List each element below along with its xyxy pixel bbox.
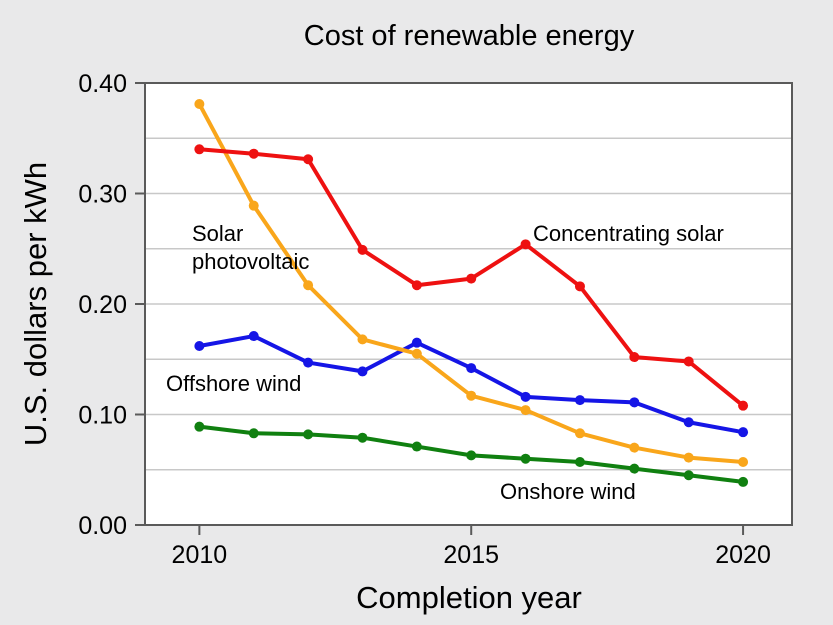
- series-solar-photovoltaic: [194, 98, 749, 468]
- data-point-solar-photovoltaic: [357, 334, 368, 345]
- y-tick-label: 0.00: [78, 512, 127, 540]
- y-tick-label: 0.20: [78, 291, 127, 319]
- data-point-onshore-wind: [574, 457, 585, 468]
- series-label-line: Onshore wind: [500, 479, 636, 504]
- y-axis-title: U.S. dollars per kWh: [18, 162, 53, 446]
- data-point-offshore-wind: [194, 340, 205, 351]
- series-onshore-wind: [194, 421, 749, 487]
- data-point-onshore-wind: [303, 429, 314, 440]
- data-point-solar-photovoltaic: [194, 98, 205, 109]
- x-axis-title: Completion year: [356, 580, 582, 615]
- data-point-concentrating-solar: [466, 273, 477, 284]
- series-offshore-wind: [194, 331, 749, 438]
- data-point-solar-photovoltaic: [574, 428, 585, 439]
- data-point-onshore-wind: [466, 450, 477, 461]
- data-point-concentrating-solar: [357, 244, 368, 255]
- data-point-concentrating-solar: [629, 352, 640, 363]
- data-point-concentrating-solar: [520, 239, 531, 250]
- data-point-offshore-wind: [574, 395, 585, 406]
- data-point-onshore-wind: [683, 470, 694, 481]
- x-tick-label: 2010: [172, 541, 228, 569]
- data-point-solar-photovoltaic: [303, 280, 314, 291]
- series-label-line: Offshore wind: [166, 371, 301, 396]
- data-point-concentrating-solar: [194, 144, 205, 155]
- y-tick-label: 0.30: [78, 181, 127, 209]
- y-tick-label: 0.40: [78, 70, 127, 98]
- data-point-solar-photovoltaic: [629, 442, 640, 453]
- data-point-onshore-wind: [520, 453, 531, 464]
- series-annotations: Solar photovoltaic Concentrating solar Offs…: [166, 221, 724, 504]
- data-point-solar-photovoltaic: [248, 200, 259, 211]
- data-point-offshore-wind: [411, 337, 422, 348]
- series-label-offshore-wind: Offshore wind: [166, 371, 301, 396]
- series-label-line: Solar: [192, 221, 243, 246]
- data-point-offshore-wind: [629, 397, 640, 408]
- data-point-onshore-wind: [248, 428, 259, 439]
- data-point-offshore-wind: [248, 331, 259, 342]
- series-label-line: Concentrating solar: [533, 221, 724, 246]
- axes: 0.00 0.10 0.20 0.30 0.40 2010 2015 2020: [78, 70, 793, 569]
- data-point-offshore-wind: [466, 363, 477, 374]
- data-point-concentrating-solar: [303, 154, 314, 165]
- x-tick-label: 2015: [443, 541, 499, 569]
- data-point-offshore-wind: [357, 366, 368, 377]
- data-point-onshore-wind: [194, 421, 205, 432]
- data-point-concentrating-solar: [574, 281, 585, 292]
- data-point-concentrating-solar: [411, 280, 422, 291]
- data-point-concentrating-solar: [738, 400, 749, 411]
- series-label-line: photovoltaic: [192, 249, 309, 274]
- data-point-solar-photovoltaic: [520, 405, 531, 416]
- data-point-offshore-wind: [738, 427, 749, 438]
- data-point-offshore-wind: [303, 357, 314, 368]
- series-lines: [194, 98, 749, 487]
- data-point-solar-photovoltaic: [466, 390, 477, 401]
- data-point-onshore-wind: [738, 476, 749, 487]
- data-point-onshore-wind: [357, 432, 368, 443]
- series-concentrating-solar: [194, 144, 749, 411]
- series-label-concentrating-solar: Concentrating solar: [533, 221, 724, 246]
- data-point-solar-photovoltaic: [738, 457, 749, 468]
- data-point-onshore-wind: [629, 463, 640, 474]
- chart-title: Cost of renewable energy: [304, 20, 635, 52]
- data-point-onshore-wind: [411, 441, 422, 452]
- data-point-offshore-wind: [683, 417, 694, 428]
- x-tick-label: 2020: [715, 541, 771, 569]
- y-tick-label: 0.10: [78, 402, 127, 430]
- data-point-concentrating-solar: [248, 148, 259, 159]
- series-label-solar-photovoltaic: Solar photovoltaic: [192, 221, 309, 274]
- data-point-concentrating-solar: [683, 356, 694, 367]
- data-point-solar-photovoltaic: [683, 452, 694, 463]
- series-label-onshore-wind: Onshore wind: [500, 479, 636, 504]
- data-point-offshore-wind: [520, 391, 531, 402]
- data-point-solar-photovoltaic: [411, 348, 422, 359]
